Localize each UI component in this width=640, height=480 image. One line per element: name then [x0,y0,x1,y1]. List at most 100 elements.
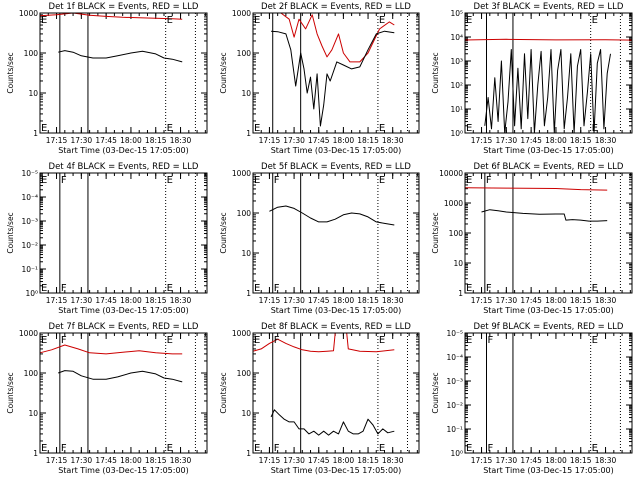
y-tick-label: 100 [237,49,252,58]
y-tick-label: 1 [458,289,463,298]
event-marker-bottom: E [167,443,173,454]
panel-5: Det 5f BLACK = Events, RED = LLD Counts/s… [219,162,420,315]
event-marker-bottom: F [61,283,67,294]
y-axis-label: Counts/sec [6,212,15,253]
y-tick-label: 10⁴ [450,33,463,42]
x-tick-label: 17:15 [259,296,281,305]
x-tick-label: 18:15 [570,136,592,145]
event-marker-top: E [379,335,385,346]
x-tick-label: 18:30 [595,136,617,145]
x-tick-label: 18:00 [545,456,567,465]
y-tick-label: 1000 [232,169,251,178]
event-marker-top: E [254,335,260,346]
lld-series-line [253,12,395,63]
plot-frame [464,172,633,294]
events-series-line [58,370,183,383]
panel-4: Det 4f BLACK = Events, RED = LLD Counts/s… [6,162,208,315]
y-tick-label: 1000 [19,329,38,338]
event-marker-bottom: E [379,443,385,454]
y-tick-label: 1000 [19,9,38,18]
y-tick-label: 10⁵ [450,9,463,18]
event-marker-top: E [379,175,385,186]
lld-series-line [464,187,608,191]
event-marker-bottom: E [254,123,260,134]
event-marker-top: E [167,335,173,346]
plot-frame [39,12,208,134]
y-tick-label: 100 [449,229,464,238]
y-tick-label: 10⁰ [450,449,463,458]
event-marker-top: E [466,15,472,26]
y-tick-label: 1 [246,449,251,458]
y-tick-label: 10² [450,81,463,90]
x-tick-label: 17:15 [46,136,68,145]
y-tick-label: 1 [33,129,38,138]
x-tick-label: 17:15 [46,456,68,465]
y-tick-label: 100 [237,369,252,378]
x-tick-label: 18:30 [170,296,192,305]
x-tick-label: 17:45 [520,456,542,465]
event-marker-top: E [466,175,472,186]
panel-9: Det 9f BLACK = Events, RED = LLD Counts/s… [431,322,633,475]
x-tick-label: 18:00 [545,296,567,305]
plot-frame [252,172,420,294]
panel-6: Det 6f BLACK = Events, RED = LLD Counts/s… [431,162,633,315]
x-tick-label: 17:15 [259,456,281,465]
events-series-line [271,30,395,127]
event-marker-bottom: E [466,283,472,294]
event-marker-top: E [466,335,472,346]
x-tick-label: 18:15 [357,296,379,305]
x-tick-label: 17:30 [283,456,305,465]
y-tick-label: 10³ [450,57,463,66]
panel-title: Det 5f BLACK = Events, RED = LLD [261,162,411,172]
event-marker-top: E [592,335,598,346]
events-series-line [269,205,395,226]
x-tick-label: 18:00 [120,136,142,145]
event-marker-bottom: E [379,283,385,294]
event-marker-bottom: E [41,443,47,454]
y-tick-label: 1 [246,129,251,138]
y-tick-label: 10⁻¹ [21,265,38,274]
panel-title: Det 6f BLACK = Events, RED = LLD [474,162,624,172]
y-tick-label: 1000 [444,199,463,208]
x-tick-label: 18:30 [382,136,404,145]
y-tick-label: 10⁻⁴ [446,353,463,362]
x-axis-label: Start Time (03-Dec-15 17:05:00) [483,466,614,475]
panel-title: Det 9f BLACK = Events, RED = LLD [474,322,624,332]
panel-title: Det 3f BLACK = Events, RED = LLD [474,2,624,12]
x-tick-label: 17:30 [71,456,93,465]
panel-title: Det 1f BLACK = Events, RED = LLD [49,2,199,12]
panel-1: Det 1f BLACK = Events, RED = LLD Counts/s… [6,2,208,155]
x-tick-label: 18:15 [145,456,167,465]
y-axis-label: Counts/sec [431,212,440,253]
x-tick-label: 17:45 [95,136,117,145]
x-tick-label: 18:15 [570,456,592,465]
y-axis-label: Counts/sec [219,372,228,413]
event-marker-top: F [486,175,492,186]
event-marker-top: E [592,15,598,26]
event-marker-top: F [61,175,67,186]
event-marker-top: E [254,175,260,186]
panel-title: Det 2f BLACK = Events, RED = LLD [261,2,411,12]
x-tick-label: 18:30 [595,456,617,465]
y-tick-label: 10⁻³ [446,377,463,386]
y-axis-label: Counts/sec [431,372,440,413]
y-tick-label: 10⁻⁵ [21,169,38,178]
event-marker-bottom: E [41,283,47,294]
y-tick-label: 1 [246,289,251,298]
y-tick-label: 10 [241,409,251,418]
x-tick-label: 18:30 [382,456,404,465]
event-marker-top: F [274,335,280,346]
y-tick-label: 10⁻⁴ [21,193,38,202]
lld-series-line [39,12,183,20]
x-tick-label: 18:30 [382,296,404,305]
x-axis-label: Start Time (03-Dec-15 17:05:00) [58,306,189,315]
y-axis-label: Counts/sec [219,52,228,93]
event-marker-top: E [379,15,385,26]
event-marker-top: E [41,335,47,346]
y-tick-label: 1000 [232,9,251,18]
y-tick-label: 10⁰ [25,289,38,298]
y-tick-label: 10⁻² [446,401,463,410]
event-marker-top: E [41,175,47,186]
x-axis-label: Start Time (03-Dec-15 17:05:00) [271,466,402,475]
